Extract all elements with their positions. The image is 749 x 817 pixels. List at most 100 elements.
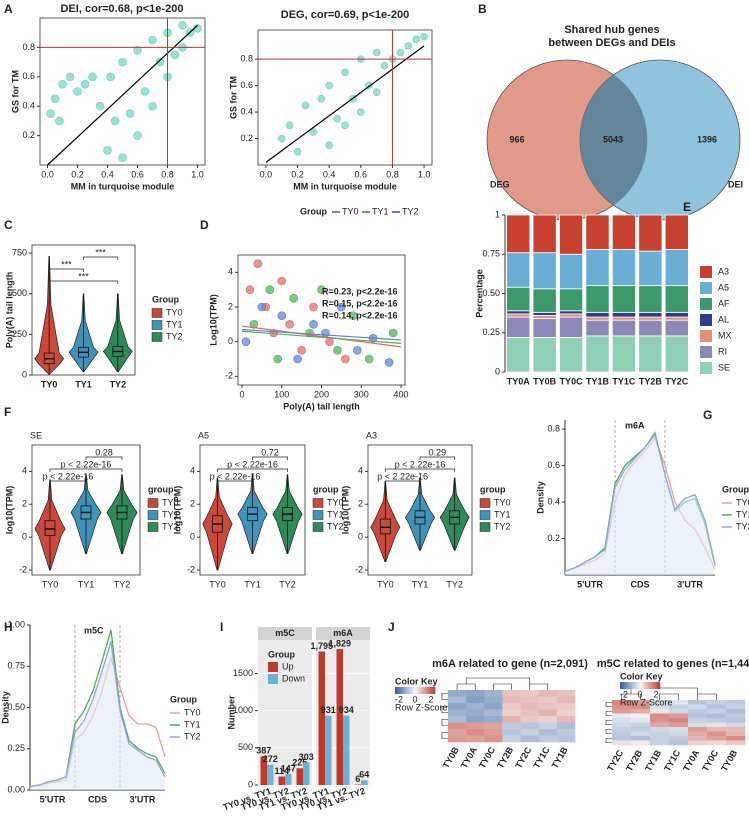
legend-swatch bbox=[147, 522, 159, 532]
significance-bracket bbox=[217, 468, 288, 472]
legend-title: Group bbox=[152, 294, 179, 304]
plot-frame bbox=[367, 444, 473, 576]
bar-segment bbox=[532, 288, 557, 313]
point bbox=[249, 320, 259, 329]
facet-strip bbox=[258, 627, 312, 640]
panel-letter: G bbox=[703, 408, 712, 422]
bar-segment bbox=[664, 285, 689, 313]
bar bbox=[318, 651, 325, 785]
heatmap-cell bbox=[707, 731, 727, 737]
value-label: 934 bbox=[339, 705, 354, 715]
x-tick-label: TY2 bbox=[110, 379, 127, 389]
point bbox=[80, 79, 90, 89]
point bbox=[46, 109, 55, 118]
heatmap-cell bbox=[520, 729, 540, 736]
x-tick-label: TY0B bbox=[533, 376, 557, 386]
heatmap-cell bbox=[612, 718, 632, 723]
bar-segment bbox=[638, 250, 663, 287]
legend-swatch bbox=[312, 498, 324, 508]
point bbox=[133, 131, 142, 140]
bar-segment bbox=[532, 337, 557, 373]
heatmap-cell bbox=[707, 740, 727, 746]
bar-segment bbox=[559, 288, 584, 312]
x-tick-label: 0.6 bbox=[355, 169, 368, 179]
significance-bracket bbox=[48, 268, 84, 272]
plot-frame bbox=[31, 244, 136, 376]
heatmap-cell bbox=[448, 690, 467, 697]
y-axis-label: log10(TPM) bbox=[172, 486, 182, 535]
legend-label: TY1 bbox=[494, 509, 511, 519]
heatmap-cell bbox=[631, 722, 651, 728]
heatmap-cell bbox=[448, 735, 467, 743]
y-tick-label: 0 bbox=[248, 779, 253, 789]
heatmap-cell bbox=[650, 704, 670, 710]
heatmap-cell bbox=[556, 735, 576, 743]
venn-count: 5043 bbox=[603, 134, 623, 144]
x-tick-label: 200 bbox=[314, 389, 329, 399]
heatmap-cell bbox=[688, 736, 708, 741]
y-tick-label: 4 bbox=[358, 466, 363, 476]
heatmap-cell bbox=[688, 700, 708, 705]
significance-bracket bbox=[85, 456, 123, 460]
panel-letter: B bbox=[478, 2, 487, 16]
key-gradient bbox=[431, 687, 434, 694]
box bbox=[44, 520, 56, 536]
chart-title: Shared hub genes bbox=[564, 24, 659, 36]
fit-line bbox=[241, 328, 402, 341]
y-tick-label: 0.4 bbox=[547, 496, 560, 506]
heatmap-cell bbox=[669, 731, 689, 737]
x-tick-label: 400 bbox=[394, 389, 409, 399]
heatmap-cell bbox=[538, 709, 558, 717]
bar-segment bbox=[585, 319, 610, 337]
point bbox=[277, 134, 286, 143]
box bbox=[379, 518, 391, 535]
x-tick-label: TY0 bbox=[209, 579, 226, 589]
heatmap-cell bbox=[556, 690, 576, 697]
legend-title: group bbox=[313, 484, 339, 494]
point bbox=[133, 46, 142, 55]
key-gradient bbox=[636, 682, 639, 689]
heatmap-cell bbox=[726, 713, 746, 719]
heatmap-cell bbox=[631, 736, 651, 741]
x-tick-label: 1.0 bbox=[191, 169, 204, 179]
point bbox=[273, 354, 283, 364]
key-gradient bbox=[405, 687, 408, 694]
y-axis-label: Poly(A) tail length bbox=[4, 272, 14, 349]
significance-label: 0.29 bbox=[429, 447, 447, 457]
y-tick-label: 1000 bbox=[233, 705, 253, 715]
y-tick-label: 4 bbox=[190, 466, 195, 476]
legend-swatch bbox=[151, 332, 163, 342]
bar bbox=[267, 764, 274, 785]
x-tick-label: TY0 bbox=[41, 379, 58, 389]
legend-label: TY2 bbox=[402, 206, 419, 216]
heatmap-cell bbox=[538, 735, 558, 743]
heatmap-cell bbox=[707, 727, 727, 732]
key-gradient bbox=[421, 687, 424, 694]
point bbox=[170, 50, 180, 60]
heatmap-cell bbox=[520, 716, 540, 723]
heatmap-cell bbox=[538, 690, 558, 697]
heatmap-cell bbox=[466, 690, 485, 697]
point bbox=[341, 354, 350, 364]
point bbox=[289, 294, 298, 303]
heatmap-cell bbox=[502, 690, 521, 697]
key-gradient bbox=[417, 687, 420, 694]
bar-segment bbox=[506, 313, 531, 318]
y-tick-label: 0.2 bbox=[240, 133, 253, 143]
legend-label: TY0 bbox=[327, 497, 344, 507]
legend-label: SE bbox=[718, 362, 730, 372]
x-tick-label: TY2C bbox=[665, 376, 689, 386]
x-axis-label: MM in turquoise module bbox=[293, 181, 397, 191]
x-tick-label: TY0 bbox=[42, 579, 59, 589]
significance-bracket bbox=[419, 456, 456, 460]
point bbox=[364, 354, 374, 364]
bar-segment bbox=[506, 310, 531, 315]
bar bbox=[285, 774, 292, 785]
point bbox=[404, 42, 413, 50]
x-tick-label: TY1 bbox=[75, 379, 92, 389]
point bbox=[325, 141, 333, 149]
key-gradient bbox=[423, 687, 426, 694]
region-label: 5'UTR bbox=[577, 579, 603, 589]
point bbox=[241, 337, 251, 346]
key-gradient bbox=[632, 682, 635, 689]
